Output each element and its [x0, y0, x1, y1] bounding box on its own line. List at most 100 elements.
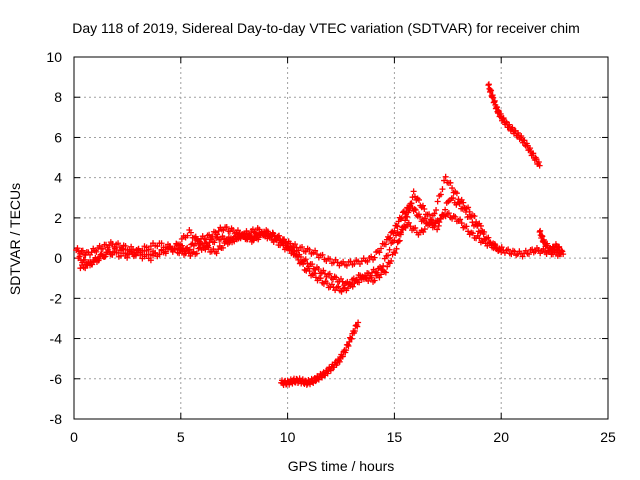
- series-track-d: [278, 319, 362, 389]
- data-point: [240, 232, 247, 239]
- data-point: [327, 367, 334, 374]
- y-tick-label: 8: [54, 89, 62, 105]
- data-point: [412, 206, 419, 213]
- data-point: [356, 279, 363, 286]
- data-point: [415, 196, 422, 203]
- data-point: [384, 252, 391, 259]
- data-point: [247, 235, 254, 242]
- data-point: [156, 251, 163, 258]
- data-point: [417, 214, 424, 221]
- data-point: [315, 266, 322, 273]
- data-point: [297, 254, 304, 261]
- data-point: [317, 275, 324, 282]
- data-point: [397, 229, 404, 236]
- data-point: [457, 216, 464, 223]
- x-tick-label: 25: [600, 429, 616, 445]
- data-point: [147, 257, 154, 264]
- data-point: [371, 277, 378, 284]
- data-point: [412, 224, 419, 231]
- data-point: [96, 242, 103, 249]
- data-point: [312, 378, 319, 385]
- data-point: [336, 358, 343, 365]
- data-point: [244, 236, 251, 243]
- data-point: [434, 226, 441, 233]
- data-point: [306, 268, 313, 275]
- data-point: [405, 219, 412, 226]
- data-point: [162, 244, 169, 251]
- data-point: [122, 242, 129, 249]
- data-point: [276, 232, 283, 239]
- data-point: [466, 208, 473, 215]
- data-point: [312, 274, 319, 281]
- data-point: [518, 133, 525, 140]
- data-point: [402, 224, 409, 231]
- data-point: [421, 226, 428, 233]
- data-point: [223, 224, 230, 231]
- data-point: [382, 241, 389, 248]
- y-tick-label: 10: [46, 49, 62, 65]
- data-point: [386, 246, 393, 253]
- data-point: [293, 251, 300, 258]
- data-point: [465, 204, 472, 211]
- data-point: [471, 213, 478, 220]
- x-tick-label: 15: [387, 429, 403, 445]
- data-point: [105, 246, 112, 253]
- data-point: [496, 245, 503, 252]
- data-point: [384, 263, 391, 270]
- data-point: [176, 241, 183, 248]
- data-point: [411, 206, 418, 213]
- data-point: [143, 251, 150, 258]
- data-point: [367, 272, 374, 279]
- data-point: [282, 239, 289, 246]
- data-point: [433, 207, 440, 214]
- data-point: [431, 210, 438, 217]
- data-point: [437, 215, 444, 222]
- data-point: [300, 261, 307, 268]
- y-axis-title: SDTVAR / TECUs: [7, 183, 23, 295]
- data-point: [488, 87, 495, 94]
- data-point: [527, 145, 534, 152]
- data-point: [453, 190, 460, 197]
- y-tick-label: 0: [54, 250, 62, 266]
- data-point: [250, 237, 257, 244]
- data-point: [392, 249, 399, 256]
- data-point: [499, 115, 506, 122]
- data-point: [386, 235, 393, 242]
- data-point: [312, 247, 319, 254]
- data-point: [500, 115, 507, 122]
- data-point: [192, 233, 199, 240]
- data-point: [334, 259, 341, 266]
- y-tick-label: 2: [54, 210, 62, 226]
- data-point: [345, 342, 352, 349]
- data-point: [491, 241, 498, 248]
- data-point: [376, 274, 383, 281]
- data-point: [231, 238, 238, 245]
- data-point: [442, 173, 449, 180]
- data-point: [184, 232, 191, 239]
- data-point: [532, 248, 539, 255]
- series-track-e: [485, 81, 543, 169]
- data-point: [469, 230, 476, 237]
- data-point: [529, 246, 536, 253]
- data-point: [408, 200, 415, 207]
- data-point: [351, 328, 358, 335]
- data-point: [380, 262, 387, 269]
- x-tick-label: 0: [70, 429, 78, 445]
- data-point: [145, 246, 152, 253]
- data-point: [376, 249, 383, 256]
- data-point: [304, 260, 311, 267]
- data-point: [176, 250, 183, 257]
- data-point: [442, 206, 449, 213]
- data-point: [450, 195, 457, 202]
- data-point: [226, 228, 233, 235]
- data-point: [458, 220, 465, 227]
- data-point: [101, 253, 108, 260]
- data-point: [437, 191, 444, 198]
- data-point: [364, 258, 371, 265]
- data-point: [76, 253, 83, 260]
- data-point: [95, 255, 102, 262]
- data-point: [549, 251, 556, 258]
- data-point: [261, 231, 268, 238]
- data-point: [255, 236, 262, 243]
